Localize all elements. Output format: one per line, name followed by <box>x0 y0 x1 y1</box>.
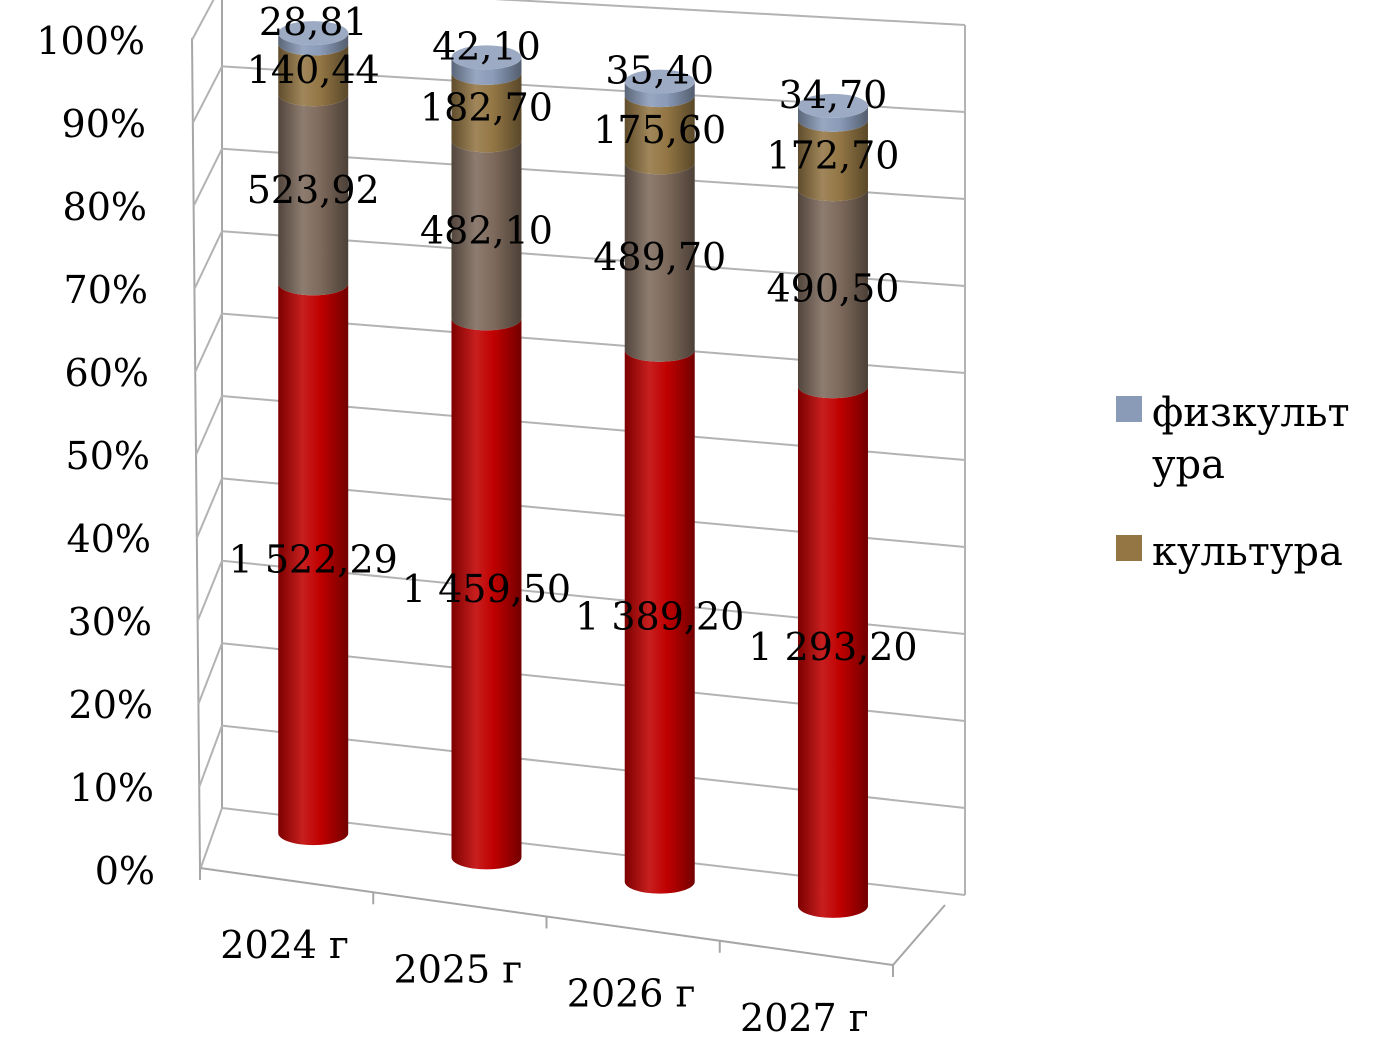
legend-label: культура <box>1152 529 1343 575</box>
bar-segment-2027-г-s3 <box>797 119 868 202</box>
bar-segment-2026-г-s3 <box>624 95 695 175</box>
data-label: 1 293,20 <box>748 625 917 669</box>
bar-segment-2025-г-s3 <box>451 72 522 153</box>
bar-top-cap <box>624 69 695 94</box>
y-tick-label: 30% <box>68 600 152 644</box>
side-wall-gridline <box>198 725 223 788</box>
y-tick-label: 0% <box>95 849 155 893</box>
bar-segment-2026-г-s2 <box>624 162 695 362</box>
side-wall-gridline <box>193 230 223 290</box>
data-label: 490,50 <box>766 267 899 311</box>
side-wall-gridline <box>195 478 223 539</box>
side-wall-gridline <box>191 65 223 124</box>
data-label: 489,70 <box>593 235 726 279</box>
bar-segment-2024-г-s4 <box>278 33 349 56</box>
y-tick-label: 90% <box>62 102 146 146</box>
y-tick-label: 40% <box>67 517 151 561</box>
bar-top-cap <box>797 93 868 118</box>
data-label: 140,44 <box>247 48 380 92</box>
bar-segment-2025-г-s2 <box>451 140 522 331</box>
bar-top-cap <box>451 45 522 70</box>
bar-segment-2027-г-s2 <box>797 189 868 399</box>
data-label: 35,40 <box>605 49 714 93</box>
x-tick-label: 2025 г <box>394 947 523 991</box>
data-label: 1 459,50 <box>402 567 571 611</box>
data-label: 34,70 <box>779 73 888 117</box>
bar-segment-2027-г-s4 <box>797 105 868 132</box>
y-tick-label: 100% <box>36 19 145 63</box>
side-wall-gridline <box>194 313 223 373</box>
bar-segment-2026-г-s4 <box>624 81 695 108</box>
bar-segment-2027-г-s1 <box>797 386 868 918</box>
y-axis-tick-labels: 0% 10% 20% 30% 40% 50% 60% 70% 80% 90% 100% <box>36 19 155 893</box>
x-tick-label: 2026 г <box>567 972 696 1016</box>
y-tick-label: 20% <box>69 683 153 727</box>
x-tick-label: 2027 г <box>740 996 869 1038</box>
side-wall-gridline <box>191 0 215 41</box>
legend-label: физкульт <box>1152 390 1350 436</box>
side-wall-gridline <box>196 560 223 622</box>
y-tick-label: 10% <box>70 766 154 810</box>
data-label: 1 522,29 <box>229 537 398 581</box>
side-wall-gridline <box>197 642 223 705</box>
data-label: 172,70 <box>766 134 899 178</box>
data-label: 42,10 <box>432 24 541 68</box>
legend-swatch <box>1116 535 1142 561</box>
back-wall-gridline <box>493 0 966 26</box>
y-tick-label: 70% <box>64 268 148 312</box>
data-label: 28,81 <box>259 0 368 44</box>
side-wall-gridline <box>195 395 223 456</box>
chart-bars <box>278 21 868 918</box>
bar-segment-2024-г-s3 <box>278 43 349 107</box>
legend-label: ура <box>1152 442 1225 488</box>
y-tick-label: 50% <box>66 434 150 478</box>
legend-swatch <box>1116 396 1142 422</box>
bar-segment-2025-г-s1 <box>451 318 522 870</box>
data-label: 1 389,20 <box>575 595 744 639</box>
data-label: 482,10 <box>420 208 553 252</box>
bar-segment-2025-г-s4 <box>451 57 522 85</box>
bar-segment-2024-г-s1 <box>278 283 349 846</box>
bar-segment-2026-г-s1 <box>624 349 695 894</box>
data-label: 523,92 <box>247 168 380 212</box>
bar-segment-2024-г-s2 <box>278 94 349 296</box>
data-label: 175,60 <box>593 108 726 152</box>
y-tick-label: 80% <box>63 185 147 229</box>
chart-legend: физкульт ура культура <box>1116 390 1350 575</box>
side-wall-gridline <box>192 148 223 207</box>
data-label: 182,70 <box>420 86 553 130</box>
side-wall-gridline <box>199 807 223 871</box>
x-axis-tick-labels: 2024 г 2025 г 2026 г 2027 г <box>220 923 868 1038</box>
bar-top-cap <box>278 21 349 46</box>
y-tick-label: 60% <box>65 351 149 395</box>
x-tick-label: 2024 г <box>220 923 349 967</box>
